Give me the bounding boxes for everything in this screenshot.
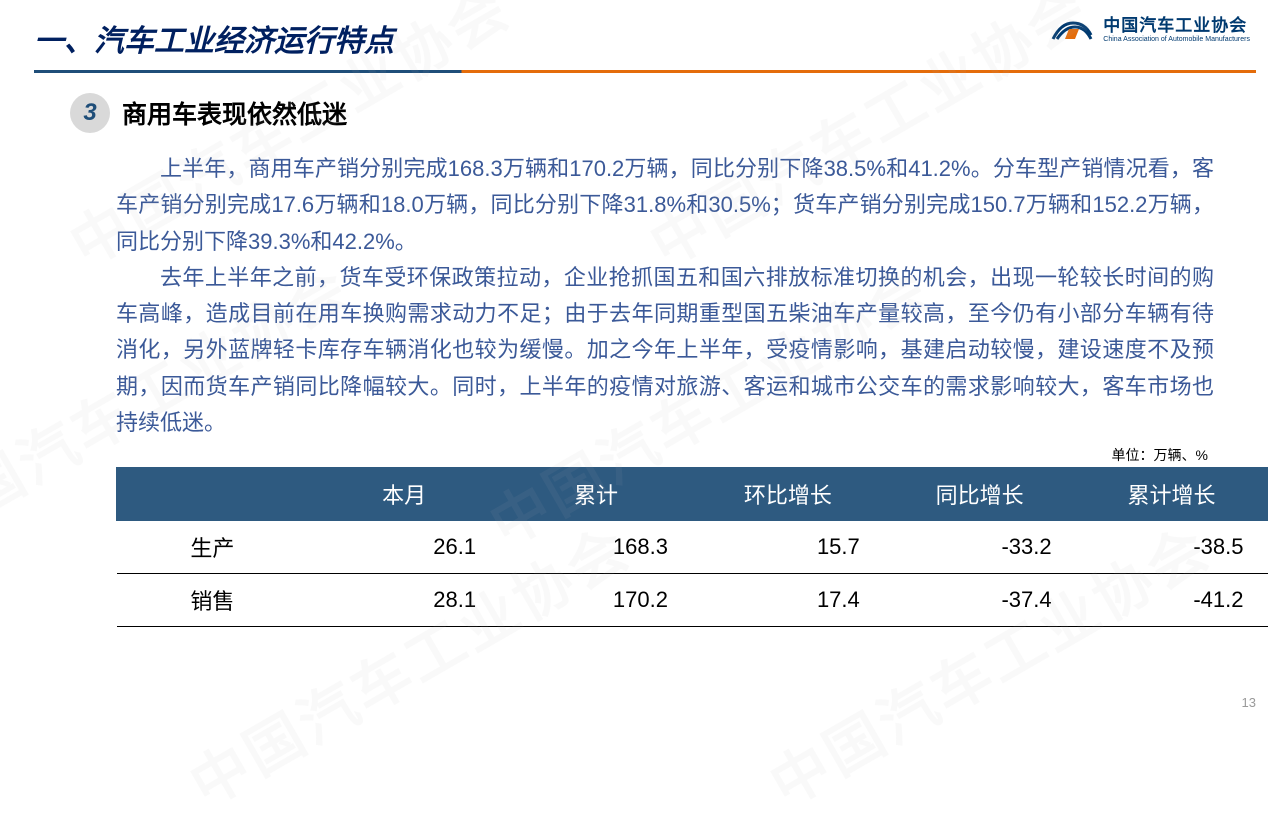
table-header-cell: 累计增长 [1076,468,1268,521]
table-row: 销售 28.1 170.2 17.4 -37.4 -41.2 [117,574,1268,627]
table-header-cell [117,468,309,521]
table-cell: 170.2 [500,574,692,627]
section-heading: 3 商用车表现依然低迷 [70,93,1220,133]
paragraph-1: 上半年，商用车产销分别完成168.3万辆和170.2万辆，同比分别下降38.5%… [116,151,1214,260]
table-cell: -38.5 [1076,521,1268,574]
table-cell: 15.7 [692,521,884,574]
table-cell: -41.2 [1076,574,1268,627]
table-cell: 28.1 [308,574,500,627]
logo-text-cn: 中国汽车工业协会 [1103,16,1250,36]
table-header-cell: 本月 [308,468,500,521]
section-title: 商用车表现依然低迷 [122,95,347,131]
section-number-badge: 3 [70,93,110,133]
table-header-row: 本月 累计 环比增长 同比增长 累计增长 [117,468,1268,521]
table-header-cell: 环比增长 [692,468,884,521]
table-cell: -37.4 [884,574,1076,627]
table-row: 生产 26.1 168.3 15.7 -33.2 -38.5 [117,521,1268,574]
table-cell: 168.3 [500,521,692,574]
table-unit-label: 单位：万辆、% [70,445,1220,465]
table-cell-label: 生产 [117,521,309,574]
logo-text-en: China Association of Automobile Manufact… [1103,36,1250,44]
table-header-cell: 同比增长 [884,468,1076,521]
table-cell: -33.2 [884,521,1076,574]
table-cell-label: 销售 [117,574,309,627]
body-paragraphs: 上半年，商用车产销分别完成168.3万辆和170.2万辆，同比分别下降38.5%… [70,151,1220,441]
data-table: 本月 累计 环比增长 同比增长 累计增长 生产 26.1 168.3 15.7 … [116,467,1268,627]
page-number: 13 [1242,695,1256,710]
slide-content: 3 商用车表现依然低迷 上半年，商用车产销分别完成168.3万辆和170.2万辆… [0,73,1280,627]
slide-header: 一、汽车工业经济运行特点 中国汽车工业协会 China Association … [0,0,1280,60]
logo-icon [1051,17,1097,43]
brand-logo: 中国汽车工业协会 China Association of Automobile… [1051,16,1250,44]
table-cell: 17.4 [692,574,884,627]
paragraph-2: 去年上半年之前，货车受环保政策拉动，企业抢抓国五和国六排放标准切换的机会，出现一… [116,260,1214,441]
table-header-cell: 累计 [500,468,692,521]
table-cell: 26.1 [308,521,500,574]
page-title: 一、汽车工业经济运行特点 [34,16,394,60]
